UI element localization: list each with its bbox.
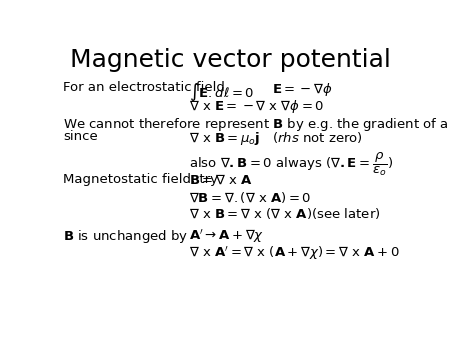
Text: Magnetic vector potential: Magnetic vector potential [70,48,391,72]
Text: $\mathbf{A'} \rightarrow \mathbf{A} + \nabla\chi$: $\mathbf{A'} \rightarrow \mathbf{A} + \n… [189,228,264,245]
Text: $\int\mathbf{E}.d\ell = 0$: $\int\mathbf{E}.d\ell = 0$ [189,81,254,103]
Text: $\mathbf{B} = \nabla$ x $\mathbf{A}$: $\mathbf{B} = \nabla$ x $\mathbf{A}$ [189,173,252,187]
Text: $\nabla$ x $\mathbf{B} = \mu_o\mathbf{j}$   ($\mathit{rhs}$ not zero): $\nabla$ x $\mathbf{B} = \mu_o\mathbf{j}… [189,130,363,147]
Text: $\nabla\mathbf{B} = \nabla.(\nabla$ x $\mathbf{A}) = 0$: $\nabla\mathbf{B} = \nabla.(\nabla$ x $\… [189,190,311,205]
Text: Magnetostatic field, try: Magnetostatic field, try [63,173,218,186]
Text: We cannot therefore represent $\mathbf{B}$ by e.g. the gradient of a scalar: We cannot therefore represent $\mathbf{B… [63,116,450,133]
Text: $\nabla$ x $\mathbf{B} = \nabla$ x $(\nabla$ x $\mathbf{A})$(see later): $\nabla$ x $\mathbf{B} = \nabla$ x $(\na… [189,206,380,221]
Text: For an electrostatic field: For an electrostatic field [63,81,225,94]
Text: $\nabla$ x $\mathbf{E} = -\nabla$ x $\nabla\phi = 0$: $\nabla$ x $\mathbf{E} = -\nabla$ x $\na… [189,98,324,115]
Text: $\mathbf{E} = -\nabla\phi$: $\mathbf{E} = -\nabla\phi$ [273,81,333,98]
Text: $\mathbf{B}$ is unchanged by: $\mathbf{B}$ is unchanged by [63,228,189,245]
Text: also $\nabla\mathbf{.B} = 0$ always ($\nabla\mathbf{.E} = \dfrac{\rho}{\varepsil: also $\nabla\mathbf{.B} = 0$ always ($\n… [189,151,393,178]
Text: $\nabla$ x $\mathbf{A'} = \nabla$ x $(\mathbf{A} + \nabla\chi) = \nabla$ x $\mat: $\nabla$ x $\mathbf{A'} = \nabla$ x $(\m… [189,245,400,262]
Text: since: since [63,130,98,143]
